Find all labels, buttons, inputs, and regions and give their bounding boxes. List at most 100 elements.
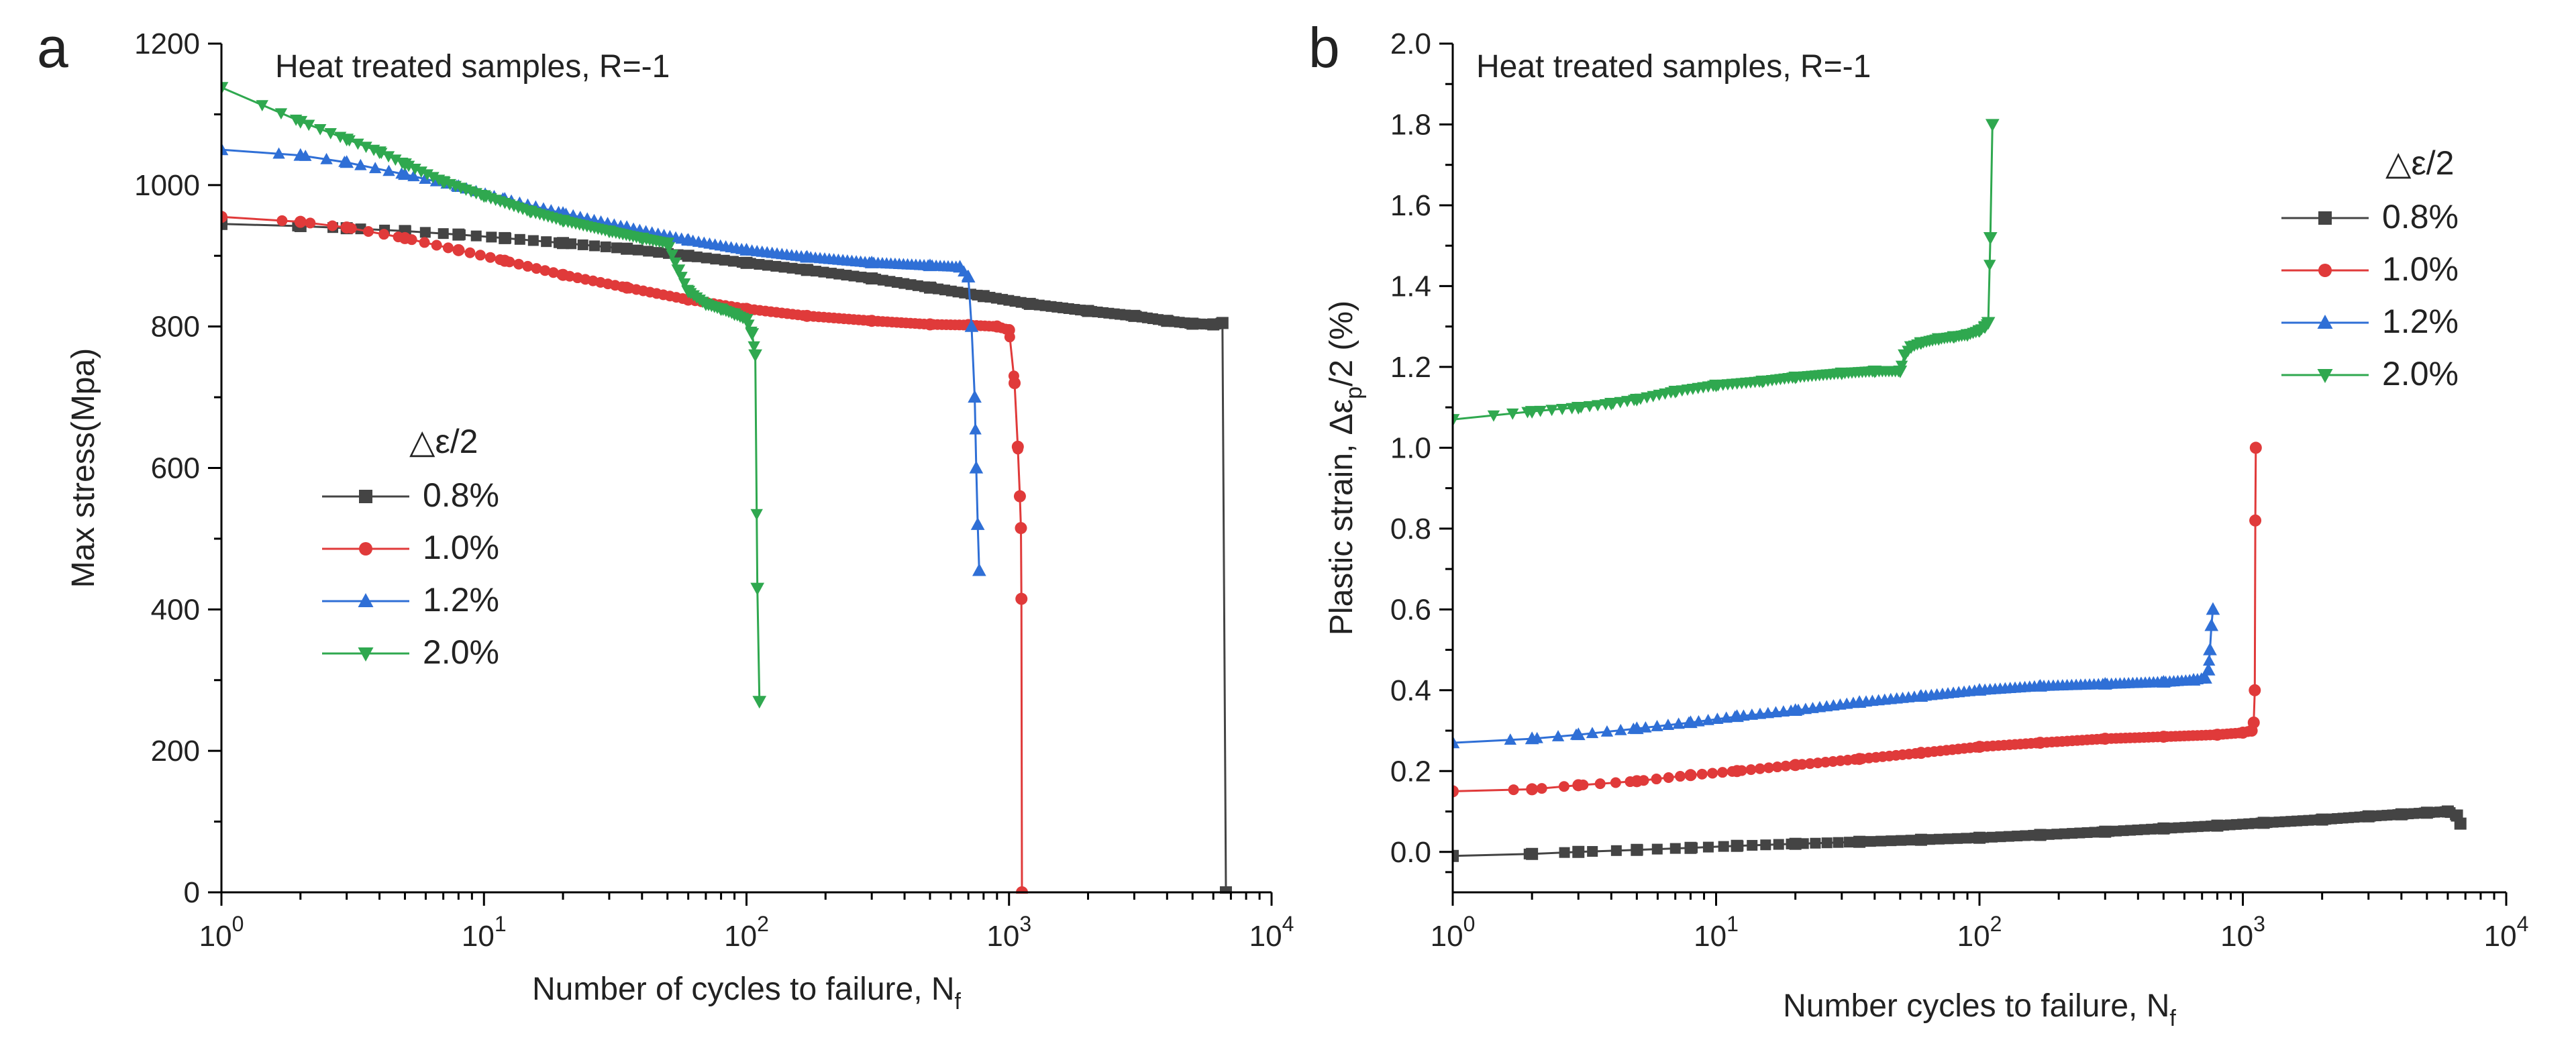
- data-point: [577, 239, 588, 250]
- data-point: [739, 243, 754, 256]
- data-point: [1985, 119, 2000, 132]
- panel-letter: a: [37, 16, 68, 79]
- data-point: [1947, 331, 1961, 344]
- data-point: [740, 256, 753, 269]
- legend-label: 2.0%: [2382, 355, 2459, 392]
- data-point: [1709, 379, 1723, 392]
- data-point: [1983, 232, 1998, 245]
- data-point: [748, 349, 762, 362]
- data-point: [1745, 764, 1757, 776]
- legend-label: 0.8%: [423, 476, 499, 514]
- data-point: [1556, 404, 1569, 415]
- series-1.2%: [1453, 602, 2220, 749]
- data-point: [1684, 715, 1698, 729]
- data-point: [681, 285, 696, 299]
- data-point: [372, 146, 387, 160]
- series-line: [221, 148, 980, 571]
- data-point: [1981, 317, 1996, 330]
- data-point: [1453, 785, 1459, 798]
- data-point: [557, 237, 570, 250]
- data-point: [352, 138, 364, 150]
- data-point: [294, 215, 307, 228]
- series-1.0%: [221, 211, 1029, 894]
- y-tick-label: 1200: [134, 28, 200, 60]
- y-tick-label: 0.0: [1390, 836, 1431, 869]
- x-tick-label: 103: [986, 912, 1031, 953]
- data-point: [864, 255, 879, 268]
- data-point: [452, 244, 465, 256]
- data-point: [1525, 731, 1539, 745]
- data-point: [340, 134, 354, 147]
- data-point: [1128, 309, 1141, 322]
- data-point: [221, 211, 227, 223]
- data-point: [1933, 833, 1945, 845]
- data-point: [2249, 441, 2262, 454]
- legend-entry: 0.8%: [322, 476, 499, 514]
- data-point: [272, 147, 285, 159]
- data-point: [969, 423, 982, 435]
- y-tick-label: 0.6: [1390, 593, 1431, 626]
- data-point: [313, 124, 327, 136]
- data-point: [2012, 831, 2023, 842]
- data-point: [752, 696, 767, 709]
- x-tick-label: 102: [724, 912, 769, 953]
- legend-entry: 0.8%: [2281, 198, 2459, 235]
- data-point: [419, 227, 431, 238]
- data-point: [557, 268, 570, 281]
- data-point: [1914, 337, 1928, 350]
- data-point: [369, 162, 382, 174]
- data-point: [2156, 674, 2171, 688]
- data-point: [2454, 817, 2467, 830]
- data-point: [522, 260, 533, 272]
- data-point: [1610, 777, 1621, 788]
- data-point: [1161, 315, 1174, 327]
- data-point: [1219, 886, 1232, 894]
- data-point: [1015, 522, 1027, 535]
- data-point: [1610, 845, 1622, 856]
- data-point: [1558, 781, 1569, 792]
- data-point: [1453, 735, 1460, 749]
- data-point: [1604, 398, 1618, 411]
- legend-entry: 2.0%: [2281, 355, 2459, 392]
- data-point: [2206, 602, 2220, 615]
- data-point: [1216, 317, 1229, 329]
- series-line: [221, 223, 1227, 893]
- data-point: [990, 320, 1003, 333]
- data-point: [2249, 514, 2262, 527]
- data-point: [699, 298, 713, 311]
- data-point: [1771, 761, 1783, 773]
- data-point: [1731, 839, 1743, 852]
- data-point: [2157, 822, 2170, 835]
- data-point: [1696, 768, 1708, 780]
- y-tick-label: 400: [151, 593, 200, 626]
- data-point: [977, 290, 990, 303]
- data-point: [964, 319, 979, 332]
- data-point: [1668, 385, 1683, 399]
- data-point: [436, 176, 450, 189]
- data-point: [484, 252, 496, 263]
- y-tick-label: 1.8: [1390, 108, 1431, 141]
- data-point: [1571, 727, 1586, 741]
- data-point: [2247, 717, 2260, 729]
- data-point: [1821, 837, 1833, 849]
- data-point: [1986, 831, 1998, 843]
- legend-marker: [2318, 264, 2332, 277]
- legend-label: 1.0%: [2382, 250, 2459, 288]
- data-point: [499, 231, 511, 244]
- data-point: [274, 108, 288, 120]
- data-point: [514, 233, 525, 245]
- series-line: [1453, 609, 2214, 744]
- data-point: [801, 264, 813, 276]
- data-point: [1833, 837, 1844, 848]
- data-point: [548, 267, 559, 278]
- data-point: [739, 314, 754, 327]
- data-point: [2003, 831, 2014, 842]
- data-point: [256, 100, 268, 112]
- data-point: [691, 251, 703, 262]
- data-point: [2362, 810, 2375, 823]
- x-axis-label: Number of cycles to failure, Nf: [532, 971, 962, 1014]
- data-point: [1720, 711, 1733, 723]
- data-point: [442, 242, 454, 254]
- data-point: [398, 158, 412, 172]
- chart-annotation: Heat treated samples, R=-1: [1476, 49, 1871, 85]
